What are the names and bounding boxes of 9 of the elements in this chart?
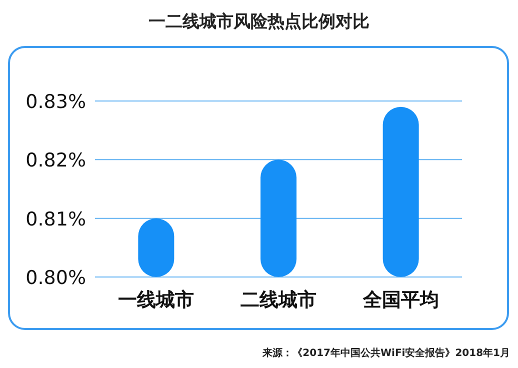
chart-title: 一二线城市风险热点比例对比 bbox=[148, 12, 370, 32]
y-tick-label: 0.80% bbox=[26, 267, 86, 289]
x-tick-label: 全国平均 bbox=[362, 289, 439, 311]
source-note: 来源：《2017年中国公共WiFi安全报告》2018年1月 bbox=[262, 347, 510, 359]
x-tick-label: 一线城市 bbox=[118, 289, 194, 311]
y-tick-label: 0.82% bbox=[26, 150, 86, 172]
x-tick-label: 二线城市 bbox=[240, 289, 316, 311]
y-tick-label: 0.81% bbox=[26, 208, 86, 230]
y-tick-label: 0.83% bbox=[26, 91, 86, 113]
